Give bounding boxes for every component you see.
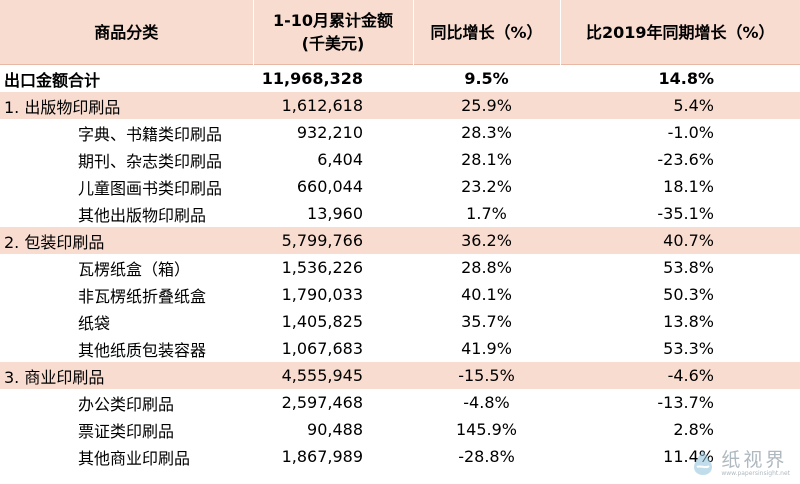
watermark: 纸视界 www.papersinsight.net [688,448,790,478]
vs2019-growth-cell: 2.8% [673,420,714,439]
yoy-growth-cell: 1.7% [466,204,507,223]
yoy-growth-cell: -4.8% [463,393,510,412]
table-row: 其他商业印刷品 1,867,989 -28.8% 11.4% [0,443,800,470]
category-name-cell: 纸袋 [78,313,111,333]
header-category-label: 商品分类 [94,22,159,42]
vs2019-growth-cell: 18.1% [663,177,714,196]
vs2019-growth-cell: 53.8% [663,258,714,277]
category-row: 1. 出版物印刷品 1,612,618 25.9% 5.4% [0,92,800,119]
header-row: 商品分类 1-10月累计金额 (千美元) 同比增长（%） 比2019年同期增长（%… [0,0,800,65]
vs2019-growth-cell: -35.1% [657,204,714,223]
vs2019-growth-cell: 50.3% [663,285,714,304]
header-yoy: 同比增长（%） [413,0,561,65]
amount-cell: 2,597,468 [281,393,363,412]
yoy-growth-cell: 28.8% [461,258,512,277]
table-row: 办公类印刷品 2,597,468 -4.8% -13.7% [0,389,800,416]
table-row: 纸袋 1,405,825 35.7% 13.8% [0,308,800,335]
watermark-brand: 纸视界 [721,448,788,471]
category-name-cell: 非瓦楞纸折叠纸盒 [78,286,207,306]
amount-cell: 5,799,766 [281,231,363,250]
vs2019-growth-cell: 5.4% [673,96,714,115]
yoy-growth-cell: 41.9% [461,339,512,358]
vs2019-growth-cell: 53.3% [663,339,714,358]
amount-cell: 6,404 [317,150,363,169]
header-yoy-label: 同比增长（%） [430,22,543,42]
vs2019-growth-cell: -1.0% [667,123,714,142]
category-name-cell: 儿童图画书类印刷品 [78,178,223,198]
category-name-cell: 其他纸质包装容器 [78,340,207,360]
amount-cell: 1,867,989 [281,447,363,466]
category-name-cell: 瓦楞纸盒（箱） [78,259,191,279]
vs2019-growth-cell: -13.7% [657,393,714,412]
table-row: 票证类印刷品 90,488 145.9% 2.8% [0,416,800,443]
yoy-growth-cell: -15.5% [458,366,515,385]
table-row: 其他纸质包装容器 1,067,683 41.9% 53.3% [0,335,800,362]
vs2019-growth-cell: 40.7% [663,231,714,250]
vs2019-growth-cell: -4.6% [667,366,714,385]
header-amount-label: 1-10月累计金额 [272,11,394,30]
category-row: 3. 商业印刷品 4,555,945 -15.5% -4.6% [0,362,800,389]
yoy-growth-cell: -28.8% [458,447,515,466]
amount-cell: 90,488 [307,420,363,439]
table-body: 出口金额合计 11,968,328 9.5% 14.8% 1. 出版物印刷品 1,612,… [0,64,800,471]
vs2019-growth-cell: -23.6% [657,150,714,169]
table-header: 商品分类 1-10月累计金额 (千美元) 同比增长（%） 比2019年同期增长（%… [0,0,800,65]
table-row: 其他出版物印刷品 13,960 1.7% -35.1% [0,200,800,227]
vs2019-growth-cell: 14.8% [560,64,800,92]
table-row: 字典、书籍类印刷品 932,210 28.3% -1.0% [0,119,800,146]
amount-cell: 932,210 [296,123,363,142]
category-name-cell: 出口金额合计 [0,64,253,92]
category-name-cell: 其他商业印刷品 [78,448,191,468]
table-row: 儿童图画书类印刷品 660,044 23.2% 18.1% [0,173,800,200]
water-drop-logo-icon [694,451,713,475]
table-row: 非瓦楞纸折叠纸盒 1,790,033 40.1% 50.3% [0,281,800,308]
table-row: 期刊、杂志类印刷品 6,404 28.1% -23.6% [0,146,800,173]
category-name-cell: 其他出版物印刷品 [78,205,207,225]
category-name-cell: 1. 出版物印刷品 [4,97,121,117]
amount-cell: 1,405,825 [281,312,363,331]
watermark-url: www.papersinsight.net [721,469,790,477]
watermark-text: 纸视界 www.papersinsight.net [721,450,790,477]
yoy-growth-cell: 25.9% [461,96,512,115]
yoy-growth-cell: 9.5% [413,64,560,92]
yoy-growth-cell: 35.7% [461,312,512,331]
category-name-cell: 期刊、杂志类印刷品 [78,151,223,171]
header-amount: 1-10月累计金额 (千美元) [253,0,414,65]
yoy-growth-cell: 23.2% [461,177,512,196]
vs2019-growth-cell: 13.8% [663,312,714,331]
amount-cell: 1,612,618 [281,96,363,115]
amount-cell: 13,960 [307,204,363,223]
yoy-growth-cell: 28.3% [461,123,512,142]
category-row: 2. 包装印刷品 5,799,766 36.2% 40.7% [0,227,800,254]
category-name-cell: 2. 包装印刷品 [4,232,105,252]
category-name-cell: 票证类印刷品 [78,421,175,441]
yoy-growth-cell: 145.9% [455,420,517,439]
total-row: 出口金额合计 11,968,328 9.5% 14.8% [0,64,800,92]
amount-cell: 4,555,945 [281,366,363,385]
category-name-cell: 3. 商业印刷品 [4,367,105,387]
export-data-table: 商品分类 1-10月累计金额 (千美元) 同比增长（%） 比2019年同期增长（%… [0,0,800,471]
header-category: 商品分类 [0,0,254,65]
amount-cell: 1,067,683 [281,339,363,358]
category-name-cell: 办公类印刷品 [78,394,175,414]
amount-cell: 11,968,328 [253,64,413,92]
header-vs2019: 比2019年同期增长（%） [560,0,800,65]
yoy-growth-cell: 28.1% [461,150,512,169]
amount-cell: 660,044 [296,177,363,196]
amount-cell: 1,536,226 [281,258,363,277]
category-name-cell: 字典、书籍类印刷品 [78,124,223,144]
amount-cell: 1,790,033 [281,285,363,304]
table-row: 瓦楞纸盒（箱） 1,536,226 28.8% 53.8% [0,254,800,281]
header-amount-unit: (千美元) [301,34,365,53]
yoy-growth-cell: 36.2% [461,231,512,250]
yoy-growth-cell: 40.1% [461,285,512,304]
header-vs2019-label: 比2019年同期增长（%） [585,22,775,42]
